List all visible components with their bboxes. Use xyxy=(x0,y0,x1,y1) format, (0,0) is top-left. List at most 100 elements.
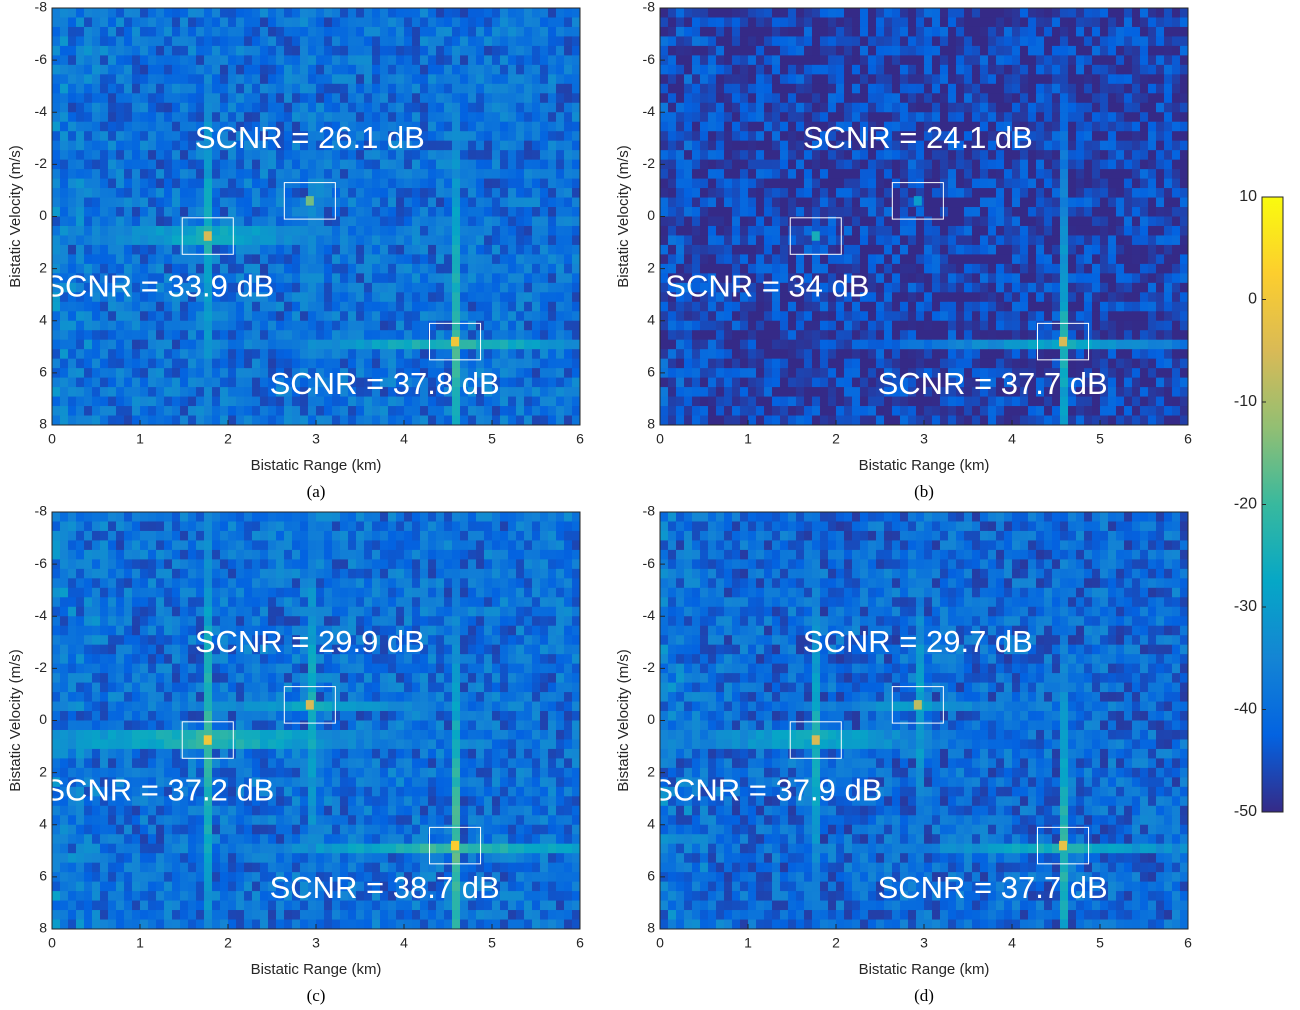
noise-cell xyxy=(908,263,917,274)
noise-cell xyxy=(220,83,229,94)
noise-cell xyxy=(828,17,837,28)
noise-cell xyxy=(468,169,477,180)
noise-cell xyxy=(900,188,909,199)
noise-cell xyxy=(916,17,925,28)
noise-cell xyxy=(916,74,925,85)
noise-cell xyxy=(548,64,557,75)
noise-cell xyxy=(1180,178,1189,189)
noise-cell xyxy=(380,169,389,180)
noise-cell xyxy=(452,396,461,407)
noise-cell xyxy=(396,26,405,37)
noise-cell xyxy=(340,339,349,350)
noise-cell xyxy=(372,292,381,303)
noise-cell xyxy=(724,121,733,132)
noise-cell xyxy=(444,45,453,56)
noise-cell xyxy=(884,55,893,66)
noise-cell xyxy=(492,282,501,293)
noise-cell xyxy=(228,292,237,303)
noise-cell xyxy=(924,263,933,274)
noise-cell xyxy=(1012,83,1021,94)
noise-cell xyxy=(68,349,77,360)
noise-cell xyxy=(156,17,165,28)
noise-cell xyxy=(132,121,141,132)
noise-cell xyxy=(148,301,157,312)
noise-cell xyxy=(404,8,413,18)
noise-cell xyxy=(540,102,549,113)
noise-cell xyxy=(708,292,717,303)
noise-cell xyxy=(468,292,477,303)
noise-cell xyxy=(732,102,741,113)
noise-cell xyxy=(380,282,389,293)
noise-cell xyxy=(308,349,317,360)
noise-cell xyxy=(340,64,349,75)
noise-cell xyxy=(980,45,989,56)
noise-cell xyxy=(1116,93,1125,104)
noise-cell xyxy=(444,368,453,379)
noise-cell xyxy=(564,36,573,47)
noise-cell xyxy=(356,282,365,293)
noise-cell xyxy=(180,45,189,56)
noise-cell xyxy=(140,36,149,47)
noise-cell xyxy=(316,273,325,284)
noise-cell xyxy=(1076,197,1085,208)
noise-cell xyxy=(508,121,517,132)
noise-cell xyxy=(564,216,573,227)
noise-cell xyxy=(876,112,885,123)
noise-cell xyxy=(196,197,205,208)
noise-cell xyxy=(172,330,181,341)
noise-cell xyxy=(940,112,949,123)
noise-cell xyxy=(1124,207,1133,217)
noise-cell xyxy=(380,36,389,47)
noise-cell xyxy=(516,102,525,113)
noise-cell xyxy=(772,83,781,94)
noise-cell xyxy=(268,159,277,170)
noise-cell xyxy=(860,150,869,161)
noise-cell xyxy=(1020,263,1029,274)
noise-cell xyxy=(1108,282,1117,293)
noise-cell xyxy=(124,102,133,113)
noise-cell xyxy=(332,169,341,180)
noise-cell xyxy=(508,406,517,417)
noise-cell xyxy=(484,74,493,85)
noise-cell xyxy=(1172,273,1181,284)
noise-cell xyxy=(1076,273,1085,284)
noise-cell xyxy=(180,273,189,284)
noise-cell xyxy=(1156,131,1165,142)
noise-cell xyxy=(908,45,917,56)
noise-cell xyxy=(692,140,701,151)
noise-cell xyxy=(868,102,877,113)
noise-cell xyxy=(76,140,85,151)
noise-cell xyxy=(484,311,493,322)
noise-cell xyxy=(100,83,109,94)
noise-cell xyxy=(1092,235,1101,246)
noise-cell xyxy=(500,273,509,284)
noise-cell xyxy=(452,188,461,199)
noise-cell xyxy=(1036,244,1045,255)
noise-cell xyxy=(540,55,549,66)
noise-cell xyxy=(92,36,101,47)
noise-cell xyxy=(1084,207,1093,217)
noise-cell xyxy=(212,330,221,341)
noise-cell xyxy=(340,244,349,255)
noise-cell xyxy=(68,225,77,236)
noise-cell xyxy=(220,244,229,255)
noise-cell xyxy=(1060,282,1069,293)
noise-cell xyxy=(380,415,389,426)
noise-cell xyxy=(60,235,69,246)
noise-cell xyxy=(1100,140,1109,151)
noise-cell xyxy=(356,45,365,56)
noise-cell xyxy=(316,292,325,303)
noise-cell xyxy=(444,207,453,217)
noise-cell xyxy=(908,74,917,85)
noise-cell xyxy=(188,330,197,341)
noise-cell xyxy=(244,225,253,236)
noise-cell xyxy=(420,121,429,132)
noise-cell xyxy=(132,140,141,151)
noise-cell xyxy=(292,415,301,426)
noise-cell xyxy=(204,358,213,369)
noise-cell xyxy=(996,83,1005,94)
noise-cell xyxy=(172,235,181,246)
noise-cell xyxy=(492,131,501,142)
noise-cell xyxy=(1036,178,1045,189)
noise-cell xyxy=(1060,207,1069,217)
